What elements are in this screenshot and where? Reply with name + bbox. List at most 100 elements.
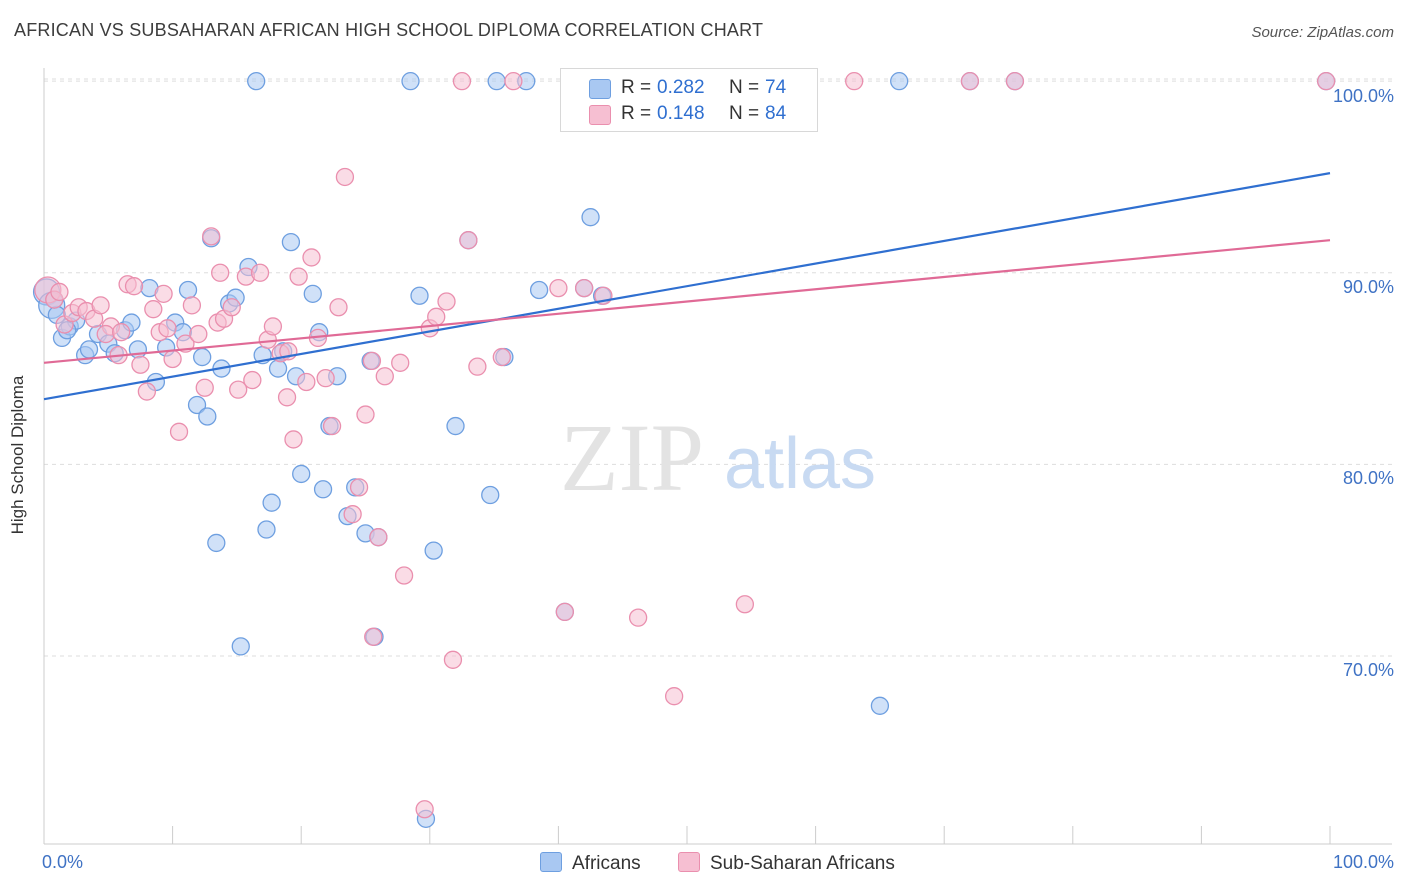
africans-point: [481, 485, 500, 505]
subsaharan-point: [369, 528, 388, 547]
subsaharan-point: [211, 263, 230, 282]
subsaharan-point: [195, 378, 214, 397]
subsaharan-point: [137, 382, 157, 401]
africans-point: [410, 286, 429, 305]
legend-r-label: R =: [621, 103, 652, 124]
subsaharan-swatch: [589, 105, 611, 125]
subsaharan-point: [960, 72, 980, 91]
subsaharan-point: [735, 595, 755, 614]
subsaharan-point: [574, 278, 594, 298]
africans-point: [187, 395, 207, 415]
subsaharan-point: [349, 478, 369, 497]
africans-point: [313, 480, 333, 499]
subsaharan-point: [154, 284, 173, 303]
subsaharan-point: [375, 367, 394, 386]
subsaharan-point: [202, 227, 221, 246]
subsaharan-point: [284, 430, 303, 449]
subsaharan-point: [437, 292, 456, 311]
subsaharan-point: [163, 349, 182, 369]
africans-point: [487, 72, 506, 91]
legend-n-label: N =: [729, 77, 760, 98]
africans-point: [401, 72, 420, 91]
subsaharan-point: [229, 380, 248, 399]
legend: R = 0.282 N = 74 R = 0.148 N = 84: [560, 68, 818, 132]
subsaharan-point: [394, 566, 414, 585]
subsaharan-point: [364, 627, 383, 646]
bottom-legend-subsaharan-label: Sub-Saharan Africans: [710, 853, 895, 874]
subsaharan-point: [316, 368, 335, 388]
y-tick-label: 70.0%: [1342, 660, 1394, 680]
subsaharan-point: [343, 505, 362, 524]
africans-point: [446, 416, 465, 436]
africans-point: [292, 464, 311, 484]
legend-n-label: N =: [729, 103, 760, 124]
bottom-legend-subsaharan: Sub-Saharan Africans: [678, 852, 895, 875]
axes: [43, 68, 1392, 845]
subsaharan-point: [443, 650, 463, 669]
africans-point: [529, 280, 549, 300]
subsaharan-point: [628, 608, 648, 627]
africans-point: [193, 347, 212, 367]
bottom-legend-africans: Africans: [540, 852, 641, 875]
africans-point: [870, 696, 890, 715]
subsaharan-point: [492, 347, 511, 367]
africans-point: [581, 208, 600, 227]
africans-point: [247, 72, 266, 91]
africans-swatch: [589, 79, 611, 99]
subsaharan-point: [504, 72, 523, 91]
subsaharan-point: [189, 324, 208, 344]
legend-africans-n: 74: [765, 77, 787, 98]
africans-point: [281, 232, 301, 252]
subsaharan-point: [391, 353, 410, 372]
africans-point: [207, 533, 226, 553]
legend-subsaharan-n: 84: [765, 103, 787, 124]
x-tick-label-max: 100.0%: [1332, 852, 1394, 872]
subsaharan-point: [329, 298, 348, 317]
subsaharan-point: [182, 296, 202, 315]
subsaharan-point: [452, 72, 472, 91]
legend-r-label: R =: [621, 77, 652, 98]
africans-point: [198, 407, 217, 426]
africans-point: [424, 541, 443, 560]
subsaharan-point: [362, 351, 382, 371]
subsaharan-point: [297, 372, 316, 392]
africans-swatch: [540, 852, 562, 872]
subsaharan-point: [356, 405, 375, 424]
subsaharan-point: [555, 602, 574, 622]
subsaharan-point: [91, 296, 110, 315]
africans-point: [303, 284, 322, 303]
y-tick-label: 80.0%: [1342, 468, 1394, 488]
subsaharan-point: [468, 357, 487, 376]
africans-point: [268, 359, 288, 378]
watermark-zip: ZIP: [560, 404, 704, 511]
africans-point: [231, 637, 250, 656]
bottom-legend-africans-label: Africans: [572, 853, 641, 874]
trend-lines: [43, 172, 1331, 401]
subsaharan-point: [549, 278, 568, 298]
subsaharan-point: [263, 317, 283, 336]
africans-point: [890, 72, 909, 91]
x-tick-label-min: 0.0%: [42, 852, 84, 872]
subsaharan-point: [459, 231, 478, 250]
subsaharan-point: [112, 323, 131, 342]
subsaharan-point: [277, 388, 297, 407]
subsaharan-swatch: [678, 852, 700, 872]
africans-point: [257, 520, 276, 539]
subsaharan-point: [96, 324, 115, 344]
africans-point: [262, 493, 281, 512]
subsaharan-point: [124, 277, 144, 296]
y-tick-label: 100.0%: [1332, 86, 1394, 106]
subsaharan-point: [335, 167, 355, 187]
gridlines: [44, 78, 1392, 657]
subsaharan-point: [1316, 72, 1336, 91]
africans-trend-line: [43, 172, 1331, 401]
subsaharan-trend-line: [43, 239, 1331, 364]
subsaharan-point: [169, 422, 189, 441]
watermark: ZIP atlas: [560, 404, 876, 511]
subsaharan-point: [1005, 72, 1025, 91]
subsaharan-point: [664, 687, 684, 706]
watermark-atlas: atlas: [724, 424, 876, 504]
subsaharan-point: [144, 300, 163, 319]
legend-subsaharan-r: 0.148: [657, 103, 705, 124]
